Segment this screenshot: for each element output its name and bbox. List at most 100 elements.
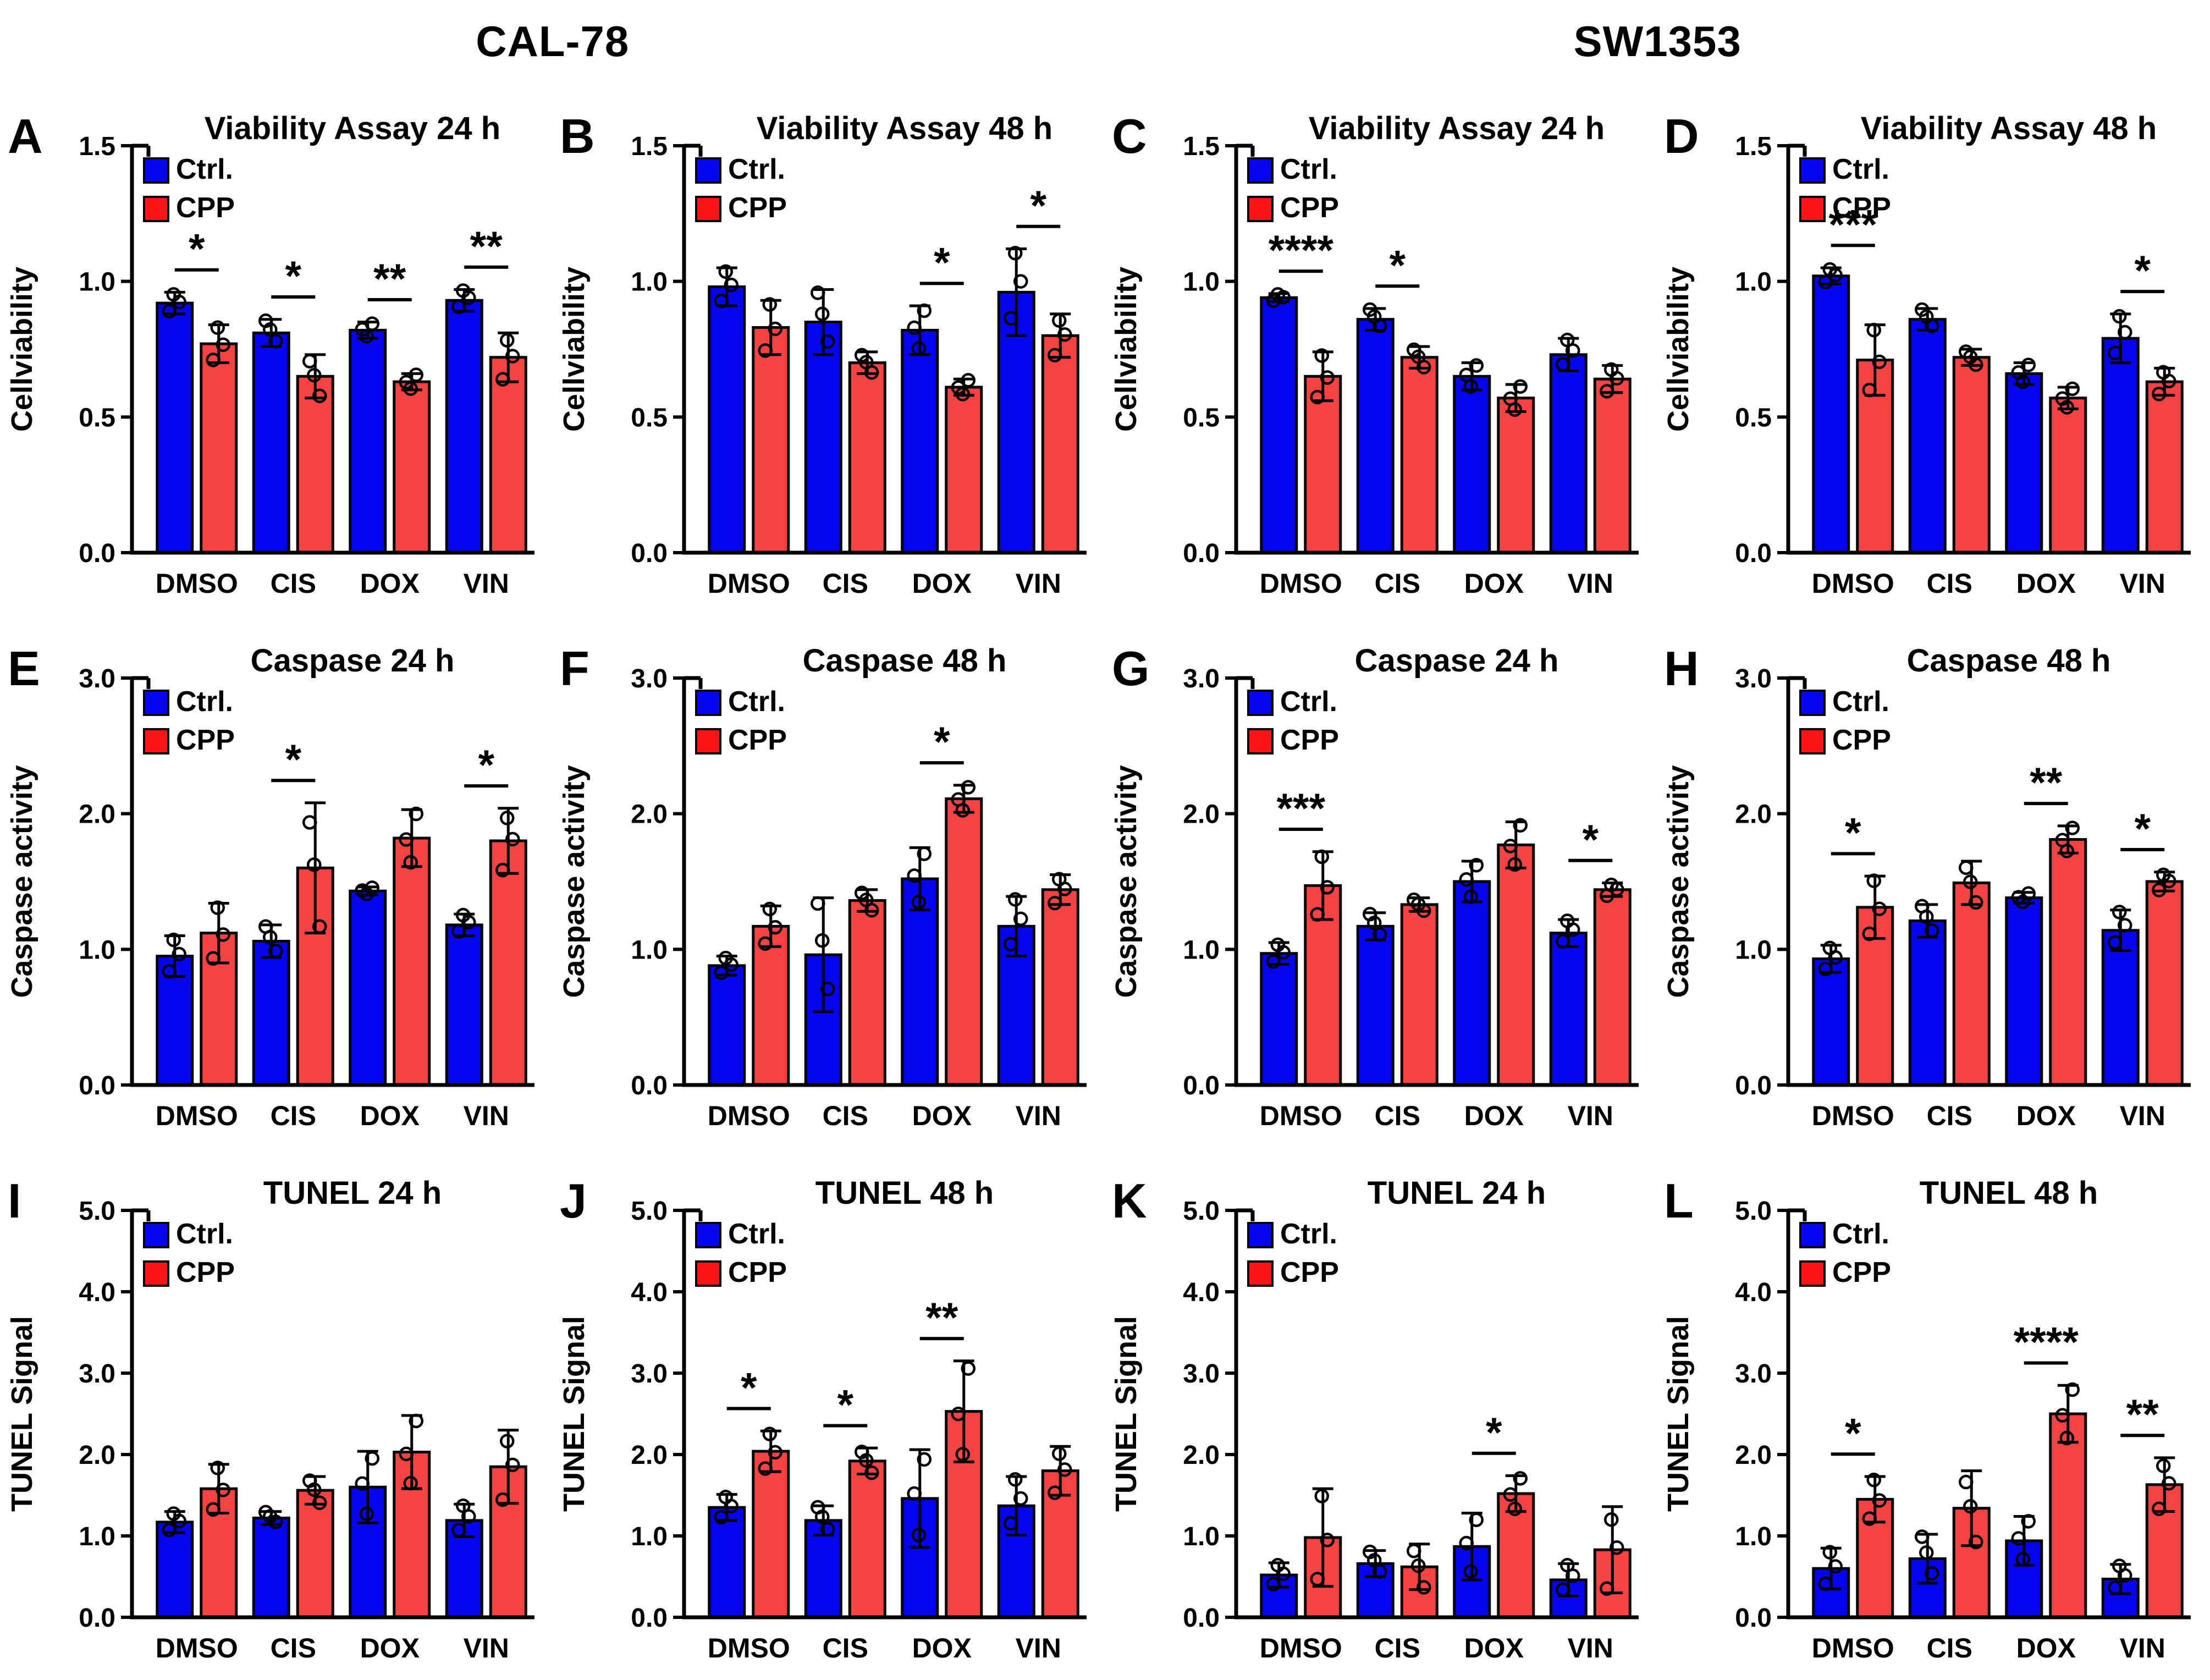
x-tick-label-cis: CIS [823, 1100, 868, 1131]
data-point [1310, 907, 1325, 922]
legend: Ctrl. CPP [143, 1218, 235, 1288]
data-point [2112, 309, 2127, 324]
data-point [206, 1502, 221, 1517]
x-tick-label-dmso: DMSO [1260, 568, 1342, 599]
data-point [365, 1451, 379, 1466]
bar-cpp-cis-A [296, 374, 334, 554]
data-point [1048, 895, 1062, 911]
data-point [864, 1465, 879, 1480]
y-tick-label: 0.0 [1735, 1071, 1772, 1100]
bar-cpp-cis-J [848, 1459, 886, 1619]
legend-label-cpp: CPP [176, 192, 235, 224]
data-point [1459, 1535, 1474, 1551]
axes [1786, 676, 2191, 1087]
panel-C-chart: **** DMSO * CIS DOX VIN 0.0 0.5 1.0 1.5 C Viability… [1110, 109, 1639, 599]
data-point [312, 919, 327, 934]
bar-ctrl-vin-D [2101, 337, 2140, 554]
legend-label-ctrl: Ctrl. [728, 153, 785, 185]
data-point [1560, 332, 1575, 348]
bar-ctrl-dox-G [1453, 880, 1491, 1087]
data-point [1866, 1472, 1881, 1488]
panel-letter-B: B [560, 109, 595, 163]
y-axis-label: TUNEL Signal [1110, 1316, 1143, 1512]
y-tick-label: 0.0 [631, 539, 668, 568]
bar-cpp-dmso-C [1304, 374, 1342, 554]
bar-ctrl-dmso-G [1260, 952, 1298, 1087]
sig-stars: * [1389, 242, 1406, 289]
legend-label-cpp: CPP [728, 724, 787, 756]
data-point [1503, 839, 1518, 853]
bar-cpp-dox-B [945, 385, 983, 554]
cell-line-headers: CAL-78 SW1353 [0, 0, 2210, 82]
data-point [505, 1457, 520, 1473]
legend-swatch-cpp [1799, 1260, 1826, 1287]
data-point [2162, 1476, 2176, 1491]
legend-swatch-ctrl [695, 690, 721, 716]
panel-A-chart: * DMSO * CIS ** DOX ** VIN 0.0 0.5 1.0 1.5 A Viabilit… [5, 109, 534, 599]
bar-ctrl-dmso-F [708, 964, 746, 1087]
legend-label-ctrl: Ctrl. [1832, 686, 1889, 718]
panel-letter-L: L [1664, 1174, 1694, 1228]
data-point [911, 895, 926, 910]
x-tick-label-cis: CIS [1375, 1633, 1420, 1664]
panel-letter-E: E [8, 641, 40, 696]
x-tick-label-dmso: DMSO [1812, 568, 1894, 599]
panel-I-chart: DMSO CIS DOX VIN 0.0 1.0 2.0 3.0 4.0 5.0 I TUNEL 24… [5, 1174, 534, 1664]
data-point [456, 283, 471, 298]
bar-cpp-dmso-F [752, 924, 790, 1087]
bar-ctrl-vin-G [1549, 932, 1588, 1087]
sig-stars: * [934, 719, 950, 765]
x-tick-label-dmso: DMSO [156, 1633, 238, 1664]
bar-cpp-vin-A [489, 356, 527, 554]
x-tick-label-cis: CIS [1927, 1100, 1972, 1131]
data-point [409, 1413, 423, 1429]
x-tick-label-vin: VIN [464, 1100, 509, 1131]
y-tick-label: 5.0 [79, 1197, 115, 1226]
bar-cpp-dox-E [393, 836, 431, 1087]
data-point [166, 1506, 181, 1521]
data-point [500, 333, 515, 348]
panel-title: Caspase 48 h [1907, 643, 2111, 679]
data-point [495, 863, 510, 878]
y-tick-label: 0.0 [1183, 1604, 1220, 1633]
data-point [1822, 940, 1837, 956]
axes [1786, 1208, 2191, 1620]
data-point [2112, 905, 2127, 919]
data-point [1052, 1446, 1067, 1461]
data-point [258, 1505, 273, 1520]
data-point [1266, 1577, 1281, 1591]
legend-label-ctrl: Ctrl. [176, 153, 233, 185]
data-point [855, 1445, 869, 1459]
data-point [1513, 818, 1528, 833]
x-tick-label-dox: DOX [360, 1100, 420, 1131]
y-tick-label: 1.0 [1183, 1522, 1220, 1551]
legend-label-ctrl: Ctrl. [176, 1218, 233, 1250]
legend-swatch-cpp [695, 196, 721, 222]
data-point [1013, 274, 1028, 289]
legend-swatch-cpp [143, 1260, 169, 1287]
bar-cpp-dmso-B [752, 326, 790, 554]
sig-stars: * [1845, 1410, 1861, 1457]
data-point [1417, 1580, 1431, 1595]
sig-stars: * [741, 1364, 757, 1411]
data-point [714, 965, 729, 981]
bar-cpp-dox-F [945, 797, 983, 1087]
y-tick-label: 1.5 [79, 132, 115, 161]
y-tick-label: 1.0 [631, 1522, 668, 1551]
x-tick-label-cis: CIS [271, 568, 316, 599]
sig-stars: * [1030, 183, 1046, 229]
data-point [2059, 1430, 2074, 1446]
data-point [1969, 1534, 1983, 1550]
axes [1234, 676, 1639, 1087]
panel-letter-A: A [8, 109, 43, 163]
y-tick-label: 1.5 [1183, 132, 1220, 161]
data-point [762, 297, 777, 312]
y-axis-label: Caspase activity [558, 765, 591, 998]
x-tick-label-cis: CIS [1375, 568, 1420, 599]
data-point [505, 349, 520, 363]
data-point [2156, 365, 2171, 380]
legend-swatch-ctrl [1247, 157, 1274, 184]
data-point [1463, 889, 1478, 904]
data-point [302, 354, 317, 368]
axes [682, 144, 1087, 555]
